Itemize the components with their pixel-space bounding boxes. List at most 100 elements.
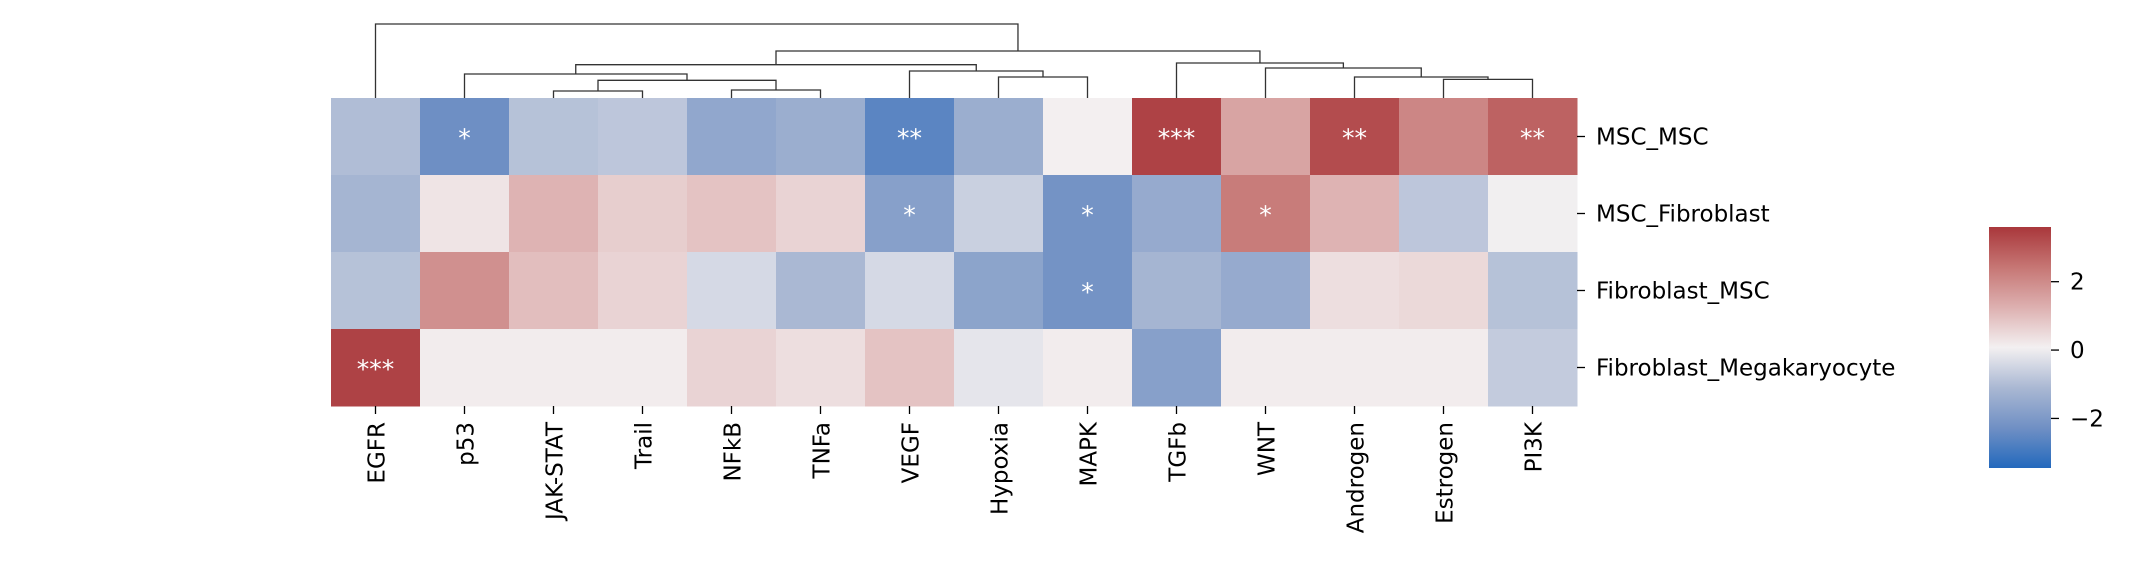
heatmap-cell [1132, 252, 1222, 330]
dendrogram-link [730, 89, 822, 98]
heatmap-cell [1043, 329, 1133, 407]
heatmap-cell [331, 98, 421, 176]
heatmap-cell [1399, 329, 1489, 407]
heatmap-cell [509, 252, 599, 330]
column-label: MAPK [1077, 421, 1103, 486]
heatmap-cell [776, 252, 866, 330]
colorbar-tick-label: 0 [2070, 338, 2085, 364]
heatmap-cell [331, 175, 421, 253]
heatmap-cell [1132, 175, 1222, 253]
dendrogram-link [374, 23, 1019, 98]
column-label: JAK-STAT [543, 421, 569, 522]
heatmap-cell [331, 329, 421, 407]
column-label: Hypoxia [988, 422, 1014, 515]
heatmap-cell [1043, 252, 1133, 330]
heatmap-cell [1310, 252, 1400, 330]
heatmap-cell [1043, 98, 1133, 176]
heatmap-cell [1043, 175, 1133, 253]
heatmap-cell [420, 175, 510, 253]
heatmap-cell [1132, 329, 1222, 407]
heatmap-cell [1399, 175, 1489, 253]
column-label: TGFb [1166, 422, 1192, 483]
heatmap-cell [687, 329, 777, 407]
column-label: PI3K [1522, 421, 1548, 472]
heatmap-cell [865, 329, 955, 407]
heatmap-cell [954, 175, 1044, 253]
heatmap-cell [1310, 175, 1400, 253]
significance-annotation: * [1081, 278, 1094, 307]
colorbar-tick-label: −2 [2070, 406, 2104, 432]
heatmap-cell [865, 175, 955, 253]
heatmap-cell [865, 98, 955, 176]
dendrogram-link [908, 70, 1044, 98]
heatmap-cell [331, 252, 421, 330]
heatmap-cell [1488, 98, 1578, 176]
heatmap-cell [1488, 329, 1578, 407]
significance-annotation: * [903, 201, 916, 230]
significance-annotation: ** [1520, 124, 1545, 153]
heatmap-cell [509, 175, 599, 253]
heatmap-cell [420, 329, 510, 407]
heatmap-cell [687, 175, 777, 253]
row-label: Fibroblast_Megakaryocyte [1596, 356, 1895, 382]
heatmap-cell [865, 252, 955, 330]
column-label: NFkB [721, 422, 747, 482]
significance-annotation: *** [357, 355, 395, 384]
heatmap-cell [1488, 252, 1578, 330]
row-label: MSC_Fibroblast [1596, 202, 1770, 228]
heatmap-cell [1132, 98, 1222, 176]
heatmap-cell [776, 329, 866, 407]
heatmap-cell [954, 329, 1044, 407]
heatmap-cell [1399, 252, 1489, 330]
significance-annotation: * [458, 124, 471, 153]
column-label: Trail [632, 422, 658, 470]
column-label: TNFa [810, 422, 836, 479]
row-labels: MSC_MSC MSC_Fibroblast Fibroblast_MSC Fibro… [1577, 125, 1895, 382]
dendrogram-link [575, 64, 977, 75]
column-label: p53 [454, 422, 480, 466]
dendrogram-link [1353, 76, 1489, 98]
heatmap-cell [509, 98, 599, 176]
heatmap-cell [598, 175, 688, 253]
heatmap-cell [1221, 175, 1311, 253]
dendrogram-link [1264, 67, 1422, 98]
heatmap-cell [420, 98, 510, 176]
heatmap-cell [509, 329, 599, 407]
column-labels: EGFR p53 JAK-STAT Trail NFkB TNFa VEGF Hypoxia M… [365, 406, 1548, 533]
column-dendrogram [374, 23, 1534, 98]
heatmap-cell [954, 252, 1044, 330]
column-label: WNT [1255, 421, 1281, 476]
heatmap-cell [954, 98, 1044, 176]
heatmap-cell [687, 252, 777, 330]
heatmap-cell [1399, 98, 1489, 176]
heatmap-cell [1221, 98, 1311, 176]
significance-annotation: *** [1158, 124, 1196, 153]
heatmap-cell [1310, 329, 1400, 407]
heatmap-cell [1221, 329, 1311, 407]
heatmap-cell [776, 98, 866, 176]
column-label: Androgen [1344, 422, 1370, 533]
dendrogram-link [463, 73, 688, 98]
heatmap-cell [776, 175, 866, 253]
dendrogram-link [997, 76, 1089, 98]
heatmap-cell [1310, 98, 1400, 176]
heatmap-cell [598, 252, 688, 330]
colorbar: 2 0 −2 [1989, 227, 2104, 468]
heatmap-cell [687, 98, 777, 176]
colorbar-gradient-bar [1989, 227, 2051, 468]
column-label: VEGF [899, 422, 925, 483]
dendrogram-link [1442, 78, 1534, 98]
column-label: EGFR [365, 422, 391, 484]
significance-annotation: * [1259, 201, 1272, 230]
heatmap-cells: * ** *** ** *** * ***** [331, 98, 1578, 407]
significance-annotation: ** [897, 124, 922, 153]
colorbar-tick-label: 2 [2070, 270, 2085, 296]
heatmap-cell [1221, 252, 1311, 330]
significance-annotation: * [1081, 201, 1094, 230]
row-label: Fibroblast_MSC [1596, 279, 1770, 305]
dendrogram-link [552, 90, 644, 98]
column-label: Estrogen [1433, 422, 1459, 524]
row-label: MSC_MSC [1596, 125, 1709, 151]
heatmap-cell [598, 329, 688, 407]
